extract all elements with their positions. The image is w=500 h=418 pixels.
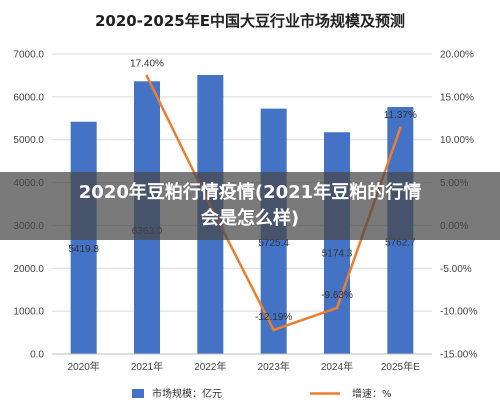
chart-title: 2020-2025年E中国大豆行业市场规模及预测	[95, 12, 405, 30]
bar-value-label: 5762.7	[385, 237, 416, 248]
legend-label-line: 增速：%	[352, 387, 392, 400]
x-tick-label: 2024年	[321, 360, 353, 373]
bar-value-label: 5419.8	[68, 244, 99, 255]
headline-text: 2020年豆粕行情疫情(2021年豆粕的行情会是怎么样)	[78, 182, 422, 229]
headline-overlay: 2020年豆粕行情疫情(2021年豆粕的行情会是怎么样)	[0, 172, 500, 240]
bar	[324, 132, 350, 354]
bar-value-label: 5725.4	[258, 238, 289, 249]
right-tick-label: -5.00%	[440, 264, 472, 275]
x-tick-label: 2020年	[68, 360, 100, 373]
x-tick-label: 2021年	[131, 360, 163, 373]
left-tick-label: 2000.0	[13, 264, 44, 275]
growth-point	[335, 306, 339, 310]
x-tick-label: 2022年	[194, 360, 226, 373]
growth-value-label: 11.37%	[384, 110, 417, 121]
right-tick-label: 10.00%	[440, 135, 474, 146]
legend-swatch-bar	[132, 389, 144, 398]
x-tick-label: 2025年E	[381, 360, 420, 373]
growth-value-label: -9.63%	[321, 290, 353, 301]
growth-point	[145, 74, 149, 78]
bar-value-label: 5174.3	[322, 248, 353, 259]
left-tick-label: 0.0	[30, 350, 44, 361]
left-tick-label: 5000.0	[13, 135, 44, 146]
x-tick-label: 2023年	[258, 360, 290, 373]
left-tick-label: 6000.0	[13, 92, 44, 103]
growth-value-label: 17.40%	[130, 58, 164, 69]
growth-point	[398, 126, 402, 130]
right-tick-label: -10.00%	[440, 307, 477, 318]
growth-point	[272, 328, 276, 332]
right-tick-label: 15.00%	[440, 92, 474, 103]
legend-label-bar: 市场规模：亿元	[152, 387, 222, 400]
right-tick-label: -15.00%	[440, 350, 477, 361]
right-tick-label: 20.00%	[440, 50, 474, 61]
left-tick-label: 1000.0	[13, 307, 44, 318]
legend: 市场规模：亿元 增速：%	[132, 387, 392, 400]
growth-value-label: -12.19%	[255, 312, 292, 323]
left-tick-label: 7000.0	[13, 50, 44, 61]
